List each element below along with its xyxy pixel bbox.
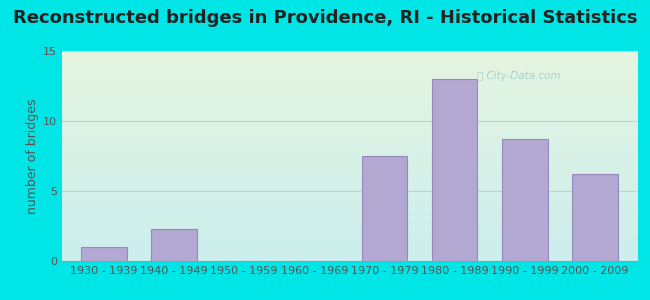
Bar [151,229,197,261]
Y-axis label: number of bridges: number of bridges [26,98,39,214]
Text: ⓘ City-Data.com: ⓘ City-Data.com [477,71,561,81]
Text: Reconstructed bridges in Providence, RI - Historical Statistics: Reconstructed bridges in Providence, RI … [13,9,637,27]
Bar [572,174,618,261]
Bar [81,247,127,261]
Bar [432,79,477,261]
Bar [361,156,408,261]
Bar [502,139,547,261]
